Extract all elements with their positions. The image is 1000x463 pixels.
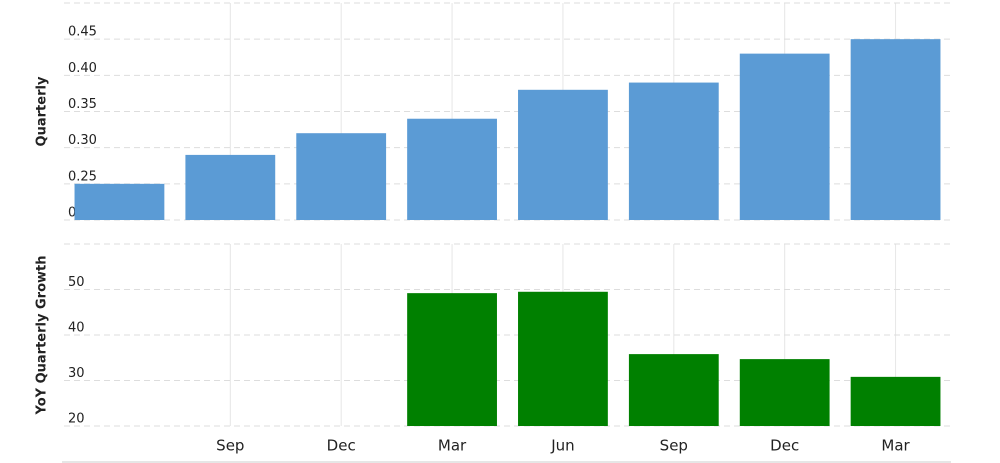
bar: [518, 89, 608, 220]
bar: [850, 39, 941, 220]
bar: [407, 293, 497, 426]
bar: [518, 291, 608, 426]
x-tick-label: Jun: [550, 437, 574, 455]
x-tick-label: Dec: [770, 437, 799, 455]
y-tick-label: 30: [68, 366, 85, 381]
bar: [296, 133, 387, 220]
bar: [739, 53, 830, 221]
bar: [628, 354, 719, 426]
y-tick-label: 0.40: [68, 61, 97, 76]
bar: [628, 82, 719, 220]
x-tick-label: Sep: [660, 437, 688, 455]
y-tick-label: 0.30: [68, 133, 97, 148]
y-tick-label: 0.35: [68, 97, 97, 112]
y-tick-label: 0.25: [68, 169, 97, 184]
y-axis-title: Quarterly: [35, 76, 50, 146]
x-tick-label: Dec: [327, 437, 356, 455]
y-tick-label: 0.45: [68, 25, 97, 40]
bar: [185, 154, 276, 220]
x-tick-label: Sep: [216, 437, 244, 455]
y-tick-label: 40: [68, 321, 85, 336]
y-tick-label: 50: [68, 275, 85, 290]
bar: [74, 183, 165, 220]
bar: [850, 376, 941, 426]
y-axis-title: YoY Quarterly Growth: [35, 256, 50, 416]
bar: [739, 359, 830, 426]
x-tick-label: Mar: [438, 437, 467, 455]
y-tick-label: 20: [68, 412, 85, 427]
bar: [407, 118, 497, 220]
x-tick-label: Mar: [881, 437, 910, 455]
